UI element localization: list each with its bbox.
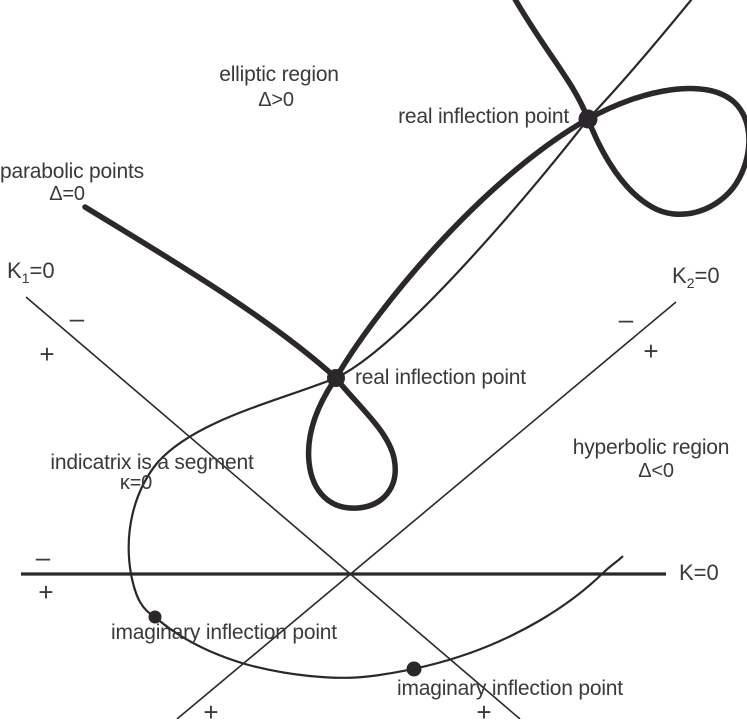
k2-zero-label: K2=0 [672, 263, 720, 290]
real-inflection-point-dot-1 [578, 109, 598, 129]
k1-plus-sign: + [39, 339, 55, 369]
imaginary-inflection-label-2: imaginary inflection point [397, 677, 623, 700]
parabolic-curve [82, 0, 747, 511]
k-plus-sign: + [38, 577, 54, 607]
real-inflection-label-1: real inflection point [398, 105, 569, 128]
k1-subscript: 1 [21, 270, 30, 286]
k1-eq: =0 [29, 258, 55, 283]
k2-subscript: 2 [686, 275, 695, 291]
imaginary-inflection-point-dot-2 [406, 661, 422, 677]
k2-bottom-plus-sign: + [203, 697, 219, 727]
k1-bottom-plus-sign: + [476, 697, 492, 727]
k1-base: K [7, 258, 22, 283]
imaginary-inflection-label-1: imaginary inflection point [111, 621, 337, 644]
real-inflection-label-2: real inflection point [355, 366, 526, 389]
k2-base: K [672, 263, 687, 288]
parabolic-points-condition: Δ=0 [49, 183, 85, 205]
imaginary-inflection-point-dot-1 [148, 610, 162, 624]
parabolic-points-label: parabolic points [0, 160, 144, 183]
k1-zero-line [25, 296, 521, 719]
indicatrix-label: indicatrix is a segment [50, 451, 254, 474]
hyperbolic-region-condition: Δ<0 [638, 460, 674, 482]
real-inflection-point-dot-2 [327, 369, 345, 387]
indicatrix-condition: κ=0 [119, 472, 153, 494]
inflection-conic-curve [127, 0, 693, 679]
k1-minus-sign: – [69, 303, 85, 333]
elliptic-region-label: elliptic region [219, 63, 339, 86]
k-minus-sign: – [35, 542, 51, 572]
k2-minus-sign: – [618, 304, 634, 334]
k2-plus-sign: + [643, 336, 659, 366]
k1-zero-label: K1=0 [7, 258, 55, 285]
k-zero-label: K=0 [679, 560, 719, 585]
k2-eq: =0 [694, 263, 720, 288]
elliptic-region-condition: Δ>0 [258, 89, 294, 111]
hyperbolic-region-label: hyperbolic region [572, 436, 730, 459]
k2-zero-line [176, 301, 677, 719]
